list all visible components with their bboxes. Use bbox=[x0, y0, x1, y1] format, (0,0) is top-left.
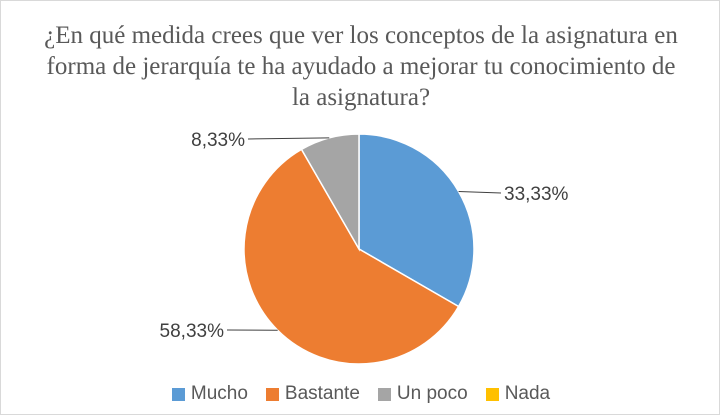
leader-line bbox=[248, 138, 329, 139]
legend-label: Bastante bbox=[285, 383, 360, 405]
legend: Mucho Bastante Un poco Nada bbox=[1, 383, 720, 405]
legend-item-mucho: Mucho bbox=[172, 383, 248, 405]
data-label: 33,33% bbox=[504, 184, 569, 205]
legend-item-bastante: Bastante bbox=[266, 383, 360, 405]
legend-swatch bbox=[172, 388, 185, 401]
legend-item-un-poco: Un poco bbox=[378, 383, 468, 405]
data-label: 8,33% bbox=[191, 130, 245, 151]
legend-swatch bbox=[378, 388, 391, 401]
legend-label: Nada bbox=[505, 383, 550, 405]
legend-swatch bbox=[486, 388, 499, 401]
legend-label: Un poco bbox=[397, 383, 468, 405]
legend-item-nada: Nada bbox=[486, 383, 550, 405]
legend-label: Mucho bbox=[191, 383, 248, 405]
leader-line bbox=[459, 192, 501, 194]
data-label: 58,33% bbox=[160, 321, 225, 342]
legend-swatch bbox=[266, 388, 279, 401]
